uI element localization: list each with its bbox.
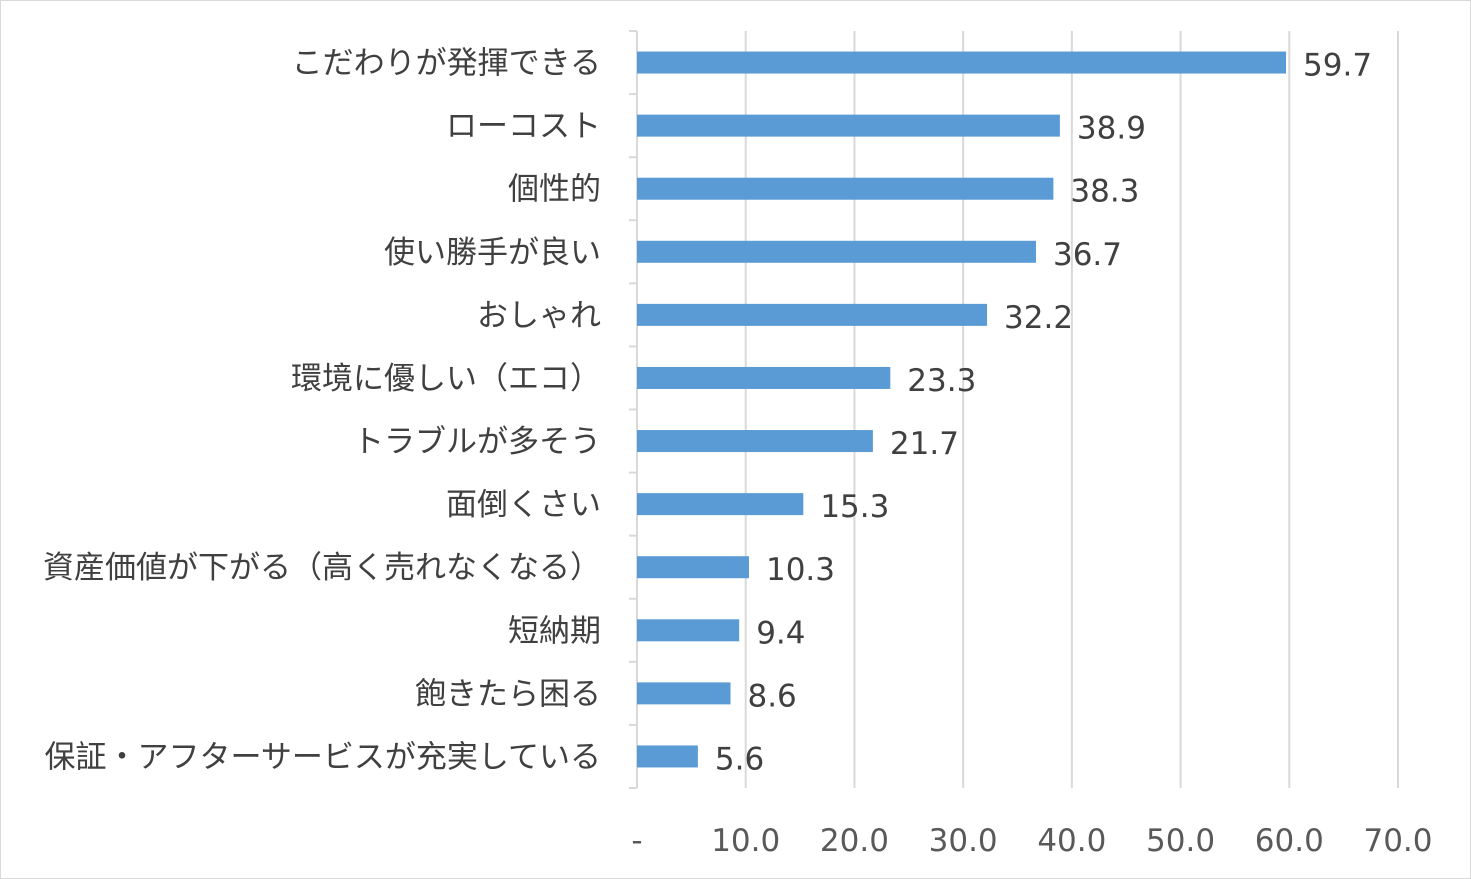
bar: [637, 682, 731, 705]
data-label: 10.3: [766, 552, 835, 588]
category-label: 保証・アフターサービスが充実している: [45, 739, 601, 775]
x-tick-label: -: [631, 823, 642, 859]
x-tick-label: 40.0: [1037, 823, 1106, 859]
bar: [637, 493, 804, 516]
bar: [637, 51, 1287, 74]
category-label: 面倒くさい: [446, 487, 601, 523]
x-tick-label: 30.0: [929, 823, 998, 859]
category-label: 資産価値が下がる（高く売れなくなる）: [43, 550, 601, 586]
bar: [637, 240, 1036, 263]
category-label: 使い勝手が良い: [384, 235, 601, 271]
bar: [637, 619, 740, 642]
x-tick-label: 60.0: [1255, 823, 1324, 859]
data-label: 38.9: [1077, 111, 1146, 147]
data-label: 8.6: [747, 678, 796, 714]
x-tick-label: 70.0: [1363, 823, 1432, 859]
category-label: こだわりが発揮できる: [292, 46, 601, 82]
bar: [637, 114, 1060, 137]
data-label: 59.7: [1303, 48, 1372, 84]
data-label: 38.3: [1070, 174, 1139, 210]
data-label: 9.4: [756, 615, 805, 651]
data-label: 21.7: [890, 426, 959, 462]
data-label: 32.2: [1004, 300, 1073, 336]
category-label: 個性的: [508, 172, 601, 208]
category-label: おしゃれ: [477, 298, 601, 334]
category-label: ローコスト: [446, 109, 601, 145]
bar: [637, 366, 891, 389]
bar: [637, 745, 698, 768]
bar: [637, 303, 988, 326]
data-label: 23.3: [907, 363, 976, 399]
category-label: トラブルが多そう: [353, 424, 601, 460]
x-tick-label: 10.0: [711, 823, 780, 859]
bar: [637, 177, 1054, 200]
category-label: 飽きたら困る: [415, 676, 601, 712]
data-label: 36.7: [1053, 237, 1122, 273]
bar: [637, 556, 749, 579]
category-label: 短納期: [508, 613, 601, 649]
x-tick-label: 50.0: [1146, 823, 1215, 859]
x-tick-label: 20.0: [820, 823, 889, 859]
category-label: 環境に優しい（エコ）: [291, 361, 601, 397]
data-label: 15.3: [820, 489, 889, 525]
data-label: 5.6: [715, 741, 764, 777]
bar: [637, 430, 873, 453]
